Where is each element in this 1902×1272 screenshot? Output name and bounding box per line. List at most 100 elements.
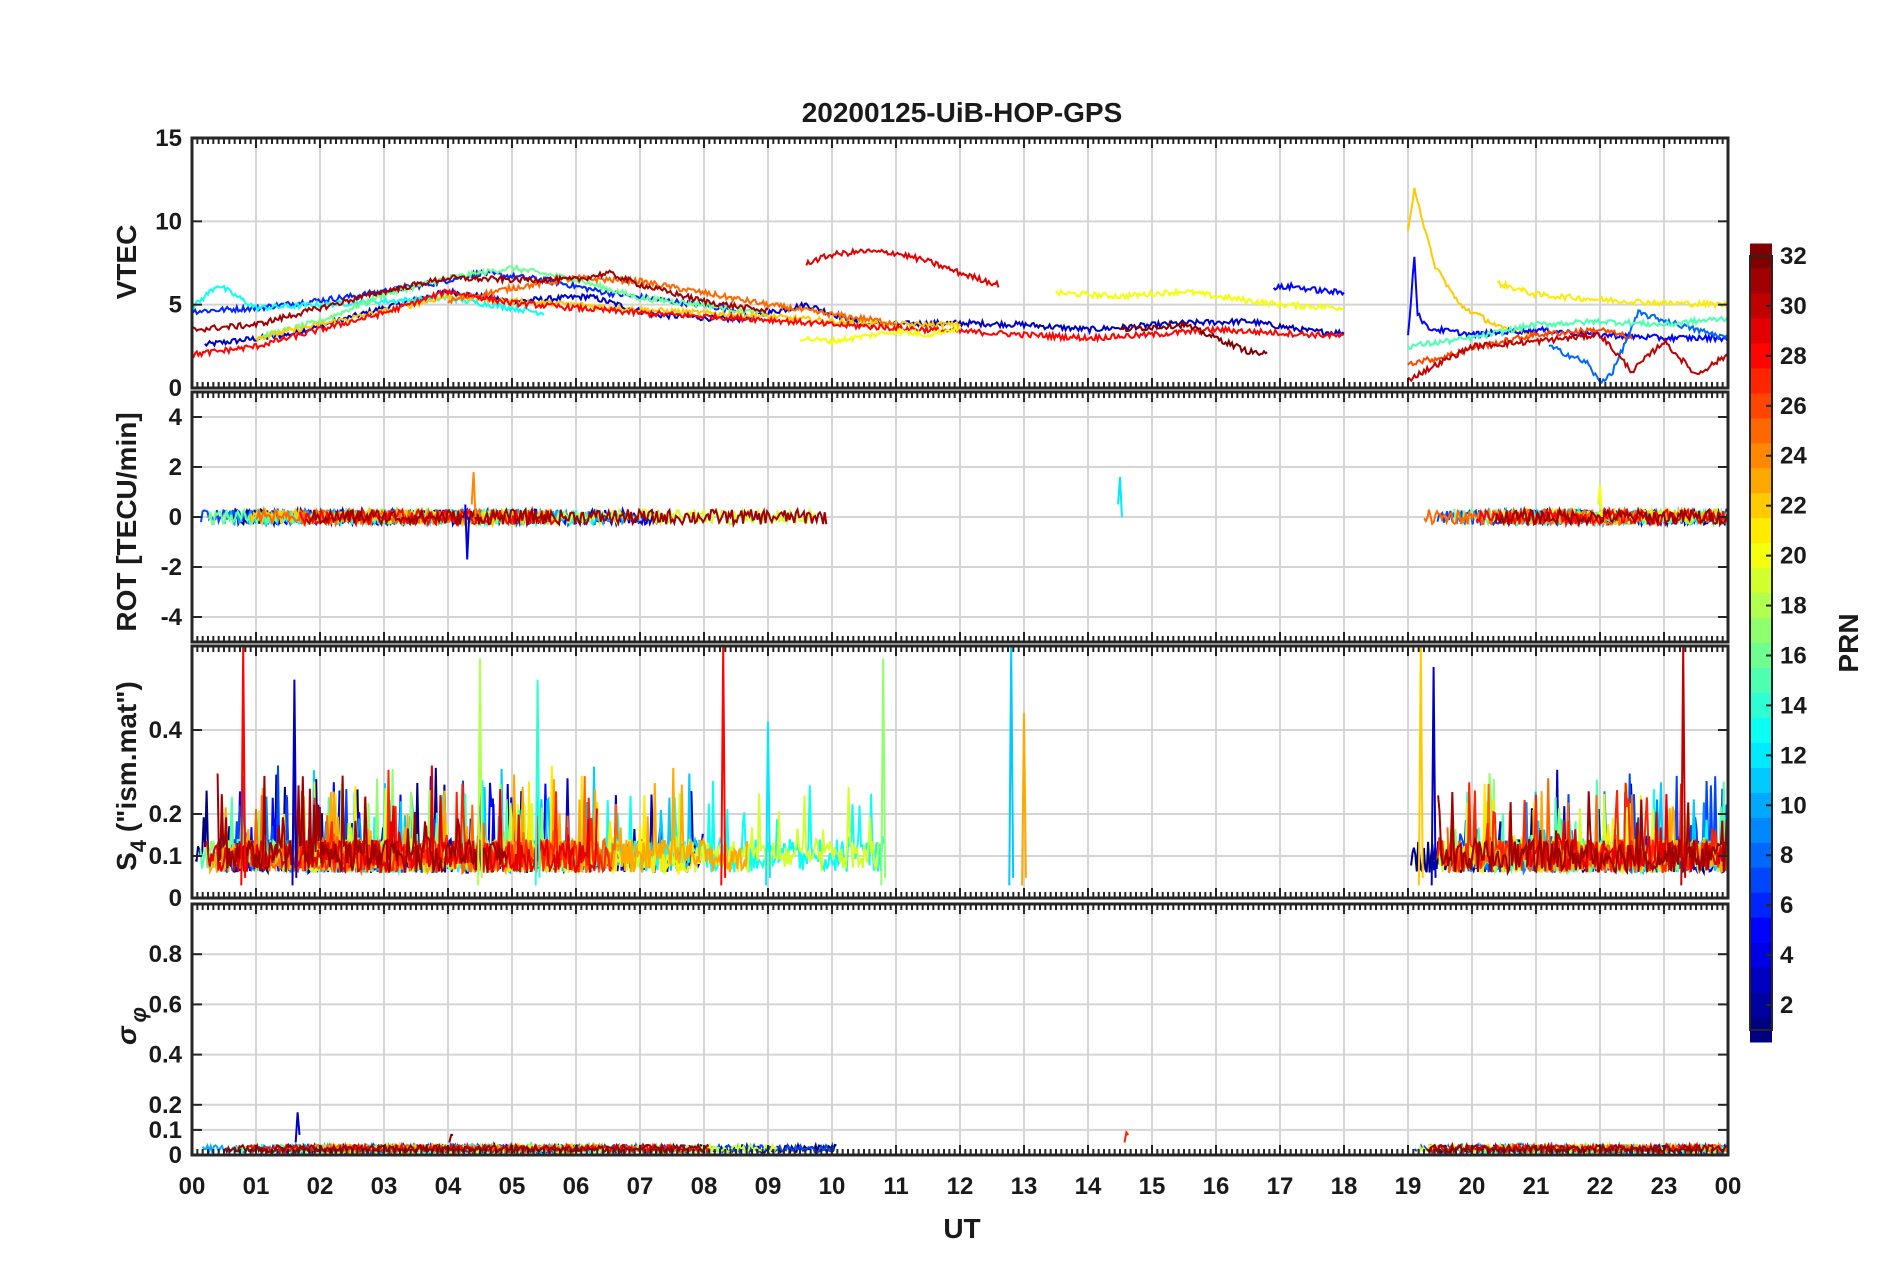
sigma-y-tick-label: 0 [169,1142,182,1169]
colorbar-band [1750,618,1772,643]
x-tick-label: 13 [1011,1173,1038,1200]
colorbar-tick-label: 26 [1780,393,1807,420]
rot-y-tick-label: -2 [161,554,182,581]
s4-peak [765,721,771,886]
vtec-y-tick-label: 15 [155,125,182,152]
s4-peak [1008,646,1015,886]
x-tick-label: 09 [755,1173,782,1200]
colorbar-band [1750,717,1772,743]
rot-series-line [1494,505,1728,528]
colorbar-band [1750,293,1772,319]
sigma-y-tick-label: 0.1 [149,1117,182,1144]
sigma-y-tick-label: 0.6 [149,991,182,1018]
x-tick-label: 18 [1331,1173,1358,1200]
s4-ylabel-sub: 4 [126,839,151,852]
sigma-y-tick-label: 0.4 [149,1042,183,1069]
vtec-y-tick-label: 10 [155,208,182,235]
sigma-data [201,1112,1728,1155]
colorbar-band [1750,368,1772,394]
vtec-y-tick-label: 0 [169,375,182,402]
x-tick-label: 07 [627,1173,654,1200]
colorbar-tick-label: 24 [1780,443,1807,470]
colorbar-tick-label: 4 [1780,942,1794,969]
colorbar-tick-label: 22 [1780,493,1807,520]
rot-panel: -4 -2 0 2 4 [161,390,1730,644]
s4-y-tick-label: 0.4 [149,717,183,744]
rot-peak [1117,476,1123,518]
s4-series-line [1437,791,1728,876]
colorbar-band [1750,643,1772,668]
colorbar-band [1750,418,1772,444]
sigma-peak [448,1133,454,1143]
rot-peak [1597,484,1603,518]
s4-peak [240,646,247,886]
colorbar-band [1750,593,1772,619]
colorbar-tick-label: 20 [1780,543,1807,570]
x-tick-label: 10 [819,1173,846,1200]
colorbar-band [1750,892,1772,918]
vtec-series-line [1497,279,1728,310]
colorbar-band [1750,667,1772,693]
vtec-series-line [192,288,1345,359]
s4-peak [291,679,298,886]
s4-y-tick-label: 0 [169,885,182,912]
rot-series-line [299,506,556,528]
rot-peak [464,504,471,560]
colorbar-tick-label: 10 [1780,792,1807,819]
colorbar-tick-label: 8 [1780,842,1793,869]
colorbar-label: PRN [1833,613,1864,672]
colorbar-band [1750,692,1772,718]
vtec-series-line [1407,326,1633,367]
vtec-data [192,187,1728,385]
rot-y-tick-label: -4 [161,604,183,631]
colorbar-tick-label: 12 [1780,742,1807,769]
rot-data [200,471,1728,560]
vtec-ylabel: VTEC [111,225,142,300]
vtec-series-line [1407,315,1728,351]
figure-title: 20200125-UiB-HOP-GPS [802,97,1123,128]
colorbar-band [1750,792,1772,818]
x-tick-label: 03 [371,1173,398,1200]
x-tick-label: 23 [1651,1173,1678,1200]
s4-data [194,646,1728,886]
sigma-series-line [224,1142,709,1155]
x-tick-label: 16 [1203,1173,1230,1200]
x-tick-label: 14 [1075,1173,1102,1200]
rot-y-tick-label: 4 [169,404,183,431]
rot-peak [470,471,477,518]
colorbar-tick-label: 14 [1780,692,1807,719]
x-tick-label: 17 [1267,1173,1294,1200]
sigma-y-tick-label: 0.2 [149,1092,182,1119]
colorbar-tick-label: 2 [1780,992,1793,1019]
colorbar-band [1750,568,1772,594]
x-tick-label: 15 [1139,1173,1166,1200]
s4-series-line [216,773,509,874]
colorbar-tick-label: 18 [1780,593,1807,620]
s4-ylabel-main: S [111,852,142,871]
sigma-phi-panel: 00.10.2 0.4 0.6 0.8 [149,902,1730,1169]
s4-peak [1680,646,1687,886]
colorbar-band [1750,842,1772,868]
colorbar-band [1750,493,1772,519]
x-tick-label: 21 [1523,1173,1550,1200]
vtec-series-line [192,269,769,333]
x-tick-label: 01 [243,1173,270,1200]
colorbar-band [1750,268,1772,294]
s4-peak [1430,666,1437,886]
s4-peak [1417,646,1424,886]
vtec-series-line [1055,286,1345,312]
x-tick-label: 00 [1715,1173,1742,1200]
colorbar-tick-label: 28 [1780,343,1807,370]
sigma-series-line [1425,1141,1728,1155]
colorbar-band [1750,967,1772,993]
colorbar-band [1750,518,1772,544]
s4-ylabel-rest: ("ism.mat") [111,681,142,840]
s4-y-tick-label: 0.2 [149,801,182,828]
rot-y-tick-label: 0 [169,504,182,531]
colorbar-band [1750,917,1772,943]
vtec-series-line [805,246,1000,288]
s4-panel: 0 0.1 0.2 0.4 [149,644,1730,912]
rot-y-tick-label: 2 [169,454,182,481]
x-tick-label: 12 [947,1173,974,1200]
